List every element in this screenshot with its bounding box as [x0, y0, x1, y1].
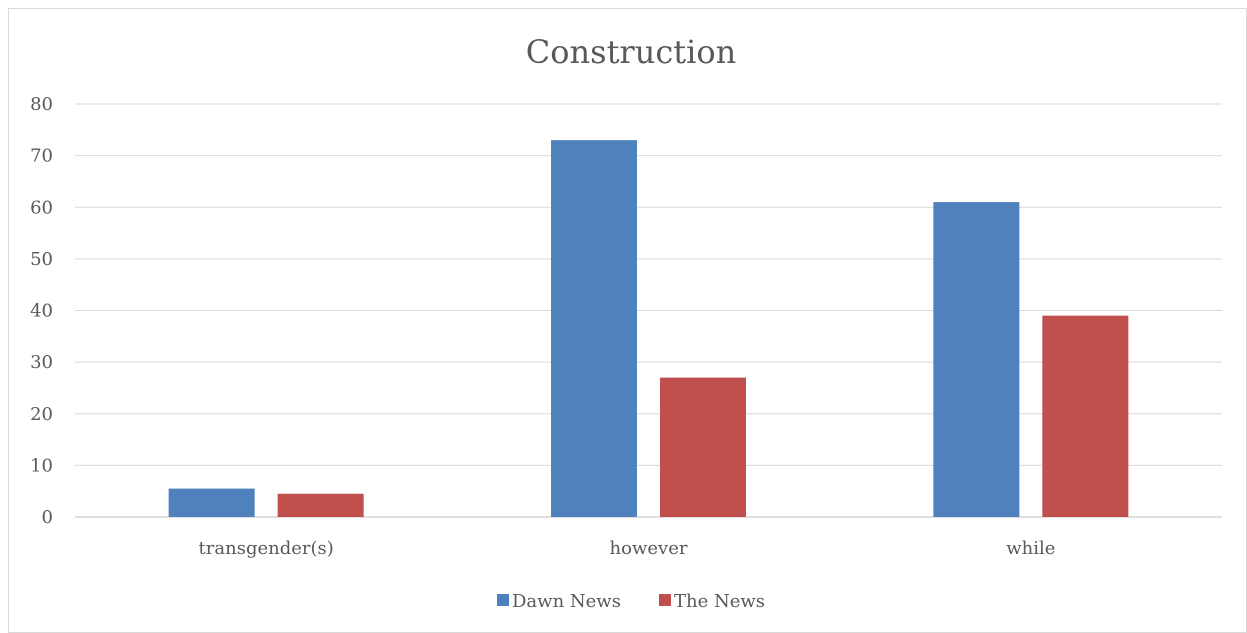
- x-axis-ticks: transgender(s) however while: [199, 538, 1056, 559]
- legend: Dawn News The News: [497, 591, 765, 612]
- legend-swatch: [659, 594, 671, 606]
- y-axis-ticks: 0 10 20 30 40 50 60 70 80: [30, 94, 53, 528]
- bars: [168, 140, 1129, 517]
- legend-swatch: [497, 594, 509, 606]
- legend-label: The News: [674, 591, 765, 612]
- y-tick-label: 0: [42, 507, 53, 528]
- gridlines: [75, 103, 1222, 518]
- y-tick-label: 80: [30, 94, 53, 115]
- x-tick-label: however: [610, 538, 688, 559]
- legend-label: Dawn News: [512, 591, 621, 612]
- y-tick-label: 20: [30, 404, 53, 425]
- chart-title: Construction: [526, 33, 736, 71]
- y-tick-label: 60: [30, 197, 53, 218]
- x-tick-label: transgender(s): [199, 538, 334, 559]
- bar-the-news-0: [277, 493, 364, 517]
- y-tick-label: 70: [30, 146, 53, 167]
- y-tick-label: 50: [30, 249, 53, 270]
- y-tick-label: 30: [30, 352, 53, 373]
- bar-dawn-news-0: [168, 488, 255, 517]
- y-tick-label: 10: [30, 455, 53, 476]
- bar-the-news-1: [660, 377, 746, 517]
- y-tick-label: 40: [30, 301, 53, 322]
- bar-dawn-news-1: [551, 140, 637, 517]
- x-tick-label: while: [1006, 538, 1055, 559]
- bar-the-news-2: [1042, 315, 1129, 517]
- bar-dawn-news-2: [933, 202, 1020, 517]
